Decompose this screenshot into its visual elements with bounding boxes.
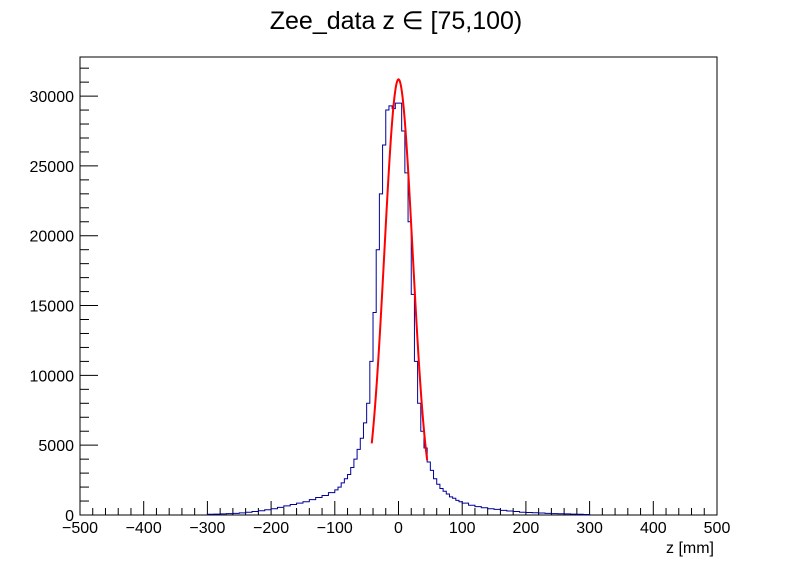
y-tick-label: 5000 <box>38 438 74 455</box>
x-tick-label: −200 <box>253 520 289 537</box>
y-tick-label: 15000 <box>30 299 75 316</box>
y-tick-label: 30000 <box>30 89 75 106</box>
x-axis-ticks <box>79 501 718 515</box>
x-tick-labels: −500 −400 −300 −200 −100 0 100 200 300 400 500 <box>62 520 730 537</box>
x-tick-label: −500 <box>62 520 98 537</box>
x-tick-label: 100 <box>449 520 476 537</box>
y-tick-label: 10000 <box>30 368 75 385</box>
x-tick-label: 0 <box>394 520 403 537</box>
y-tick-labels: 0 5000 10000 15000 20000 25000 30000 <box>30 89 75 525</box>
x-tick-label: 400 <box>640 520 667 537</box>
x-tick-label: −400 <box>126 520 162 537</box>
chart-title: Zee_data z ∈ [75,100) <box>270 7 523 35</box>
histogram-series <box>206 102 591 515</box>
plot-frame <box>79 56 718 516</box>
y-tick-label: 25000 <box>30 159 75 176</box>
x-tick-label: 200 <box>513 520 540 537</box>
x-tick-label: 500 <box>704 520 731 537</box>
x-tick-label: −100 <box>317 520 353 537</box>
x-tick-label: 300 <box>576 520 603 537</box>
y-tick-label: 20000 <box>30 229 75 246</box>
x-axis-title: z [mm] <box>666 540 714 557</box>
gaussian-fit-curve <box>370 78 429 461</box>
y-tick-label: 0 <box>65 508 74 525</box>
y-axis-ticks <box>80 67 98 516</box>
x-tick-label: −300 <box>189 520 225 537</box>
